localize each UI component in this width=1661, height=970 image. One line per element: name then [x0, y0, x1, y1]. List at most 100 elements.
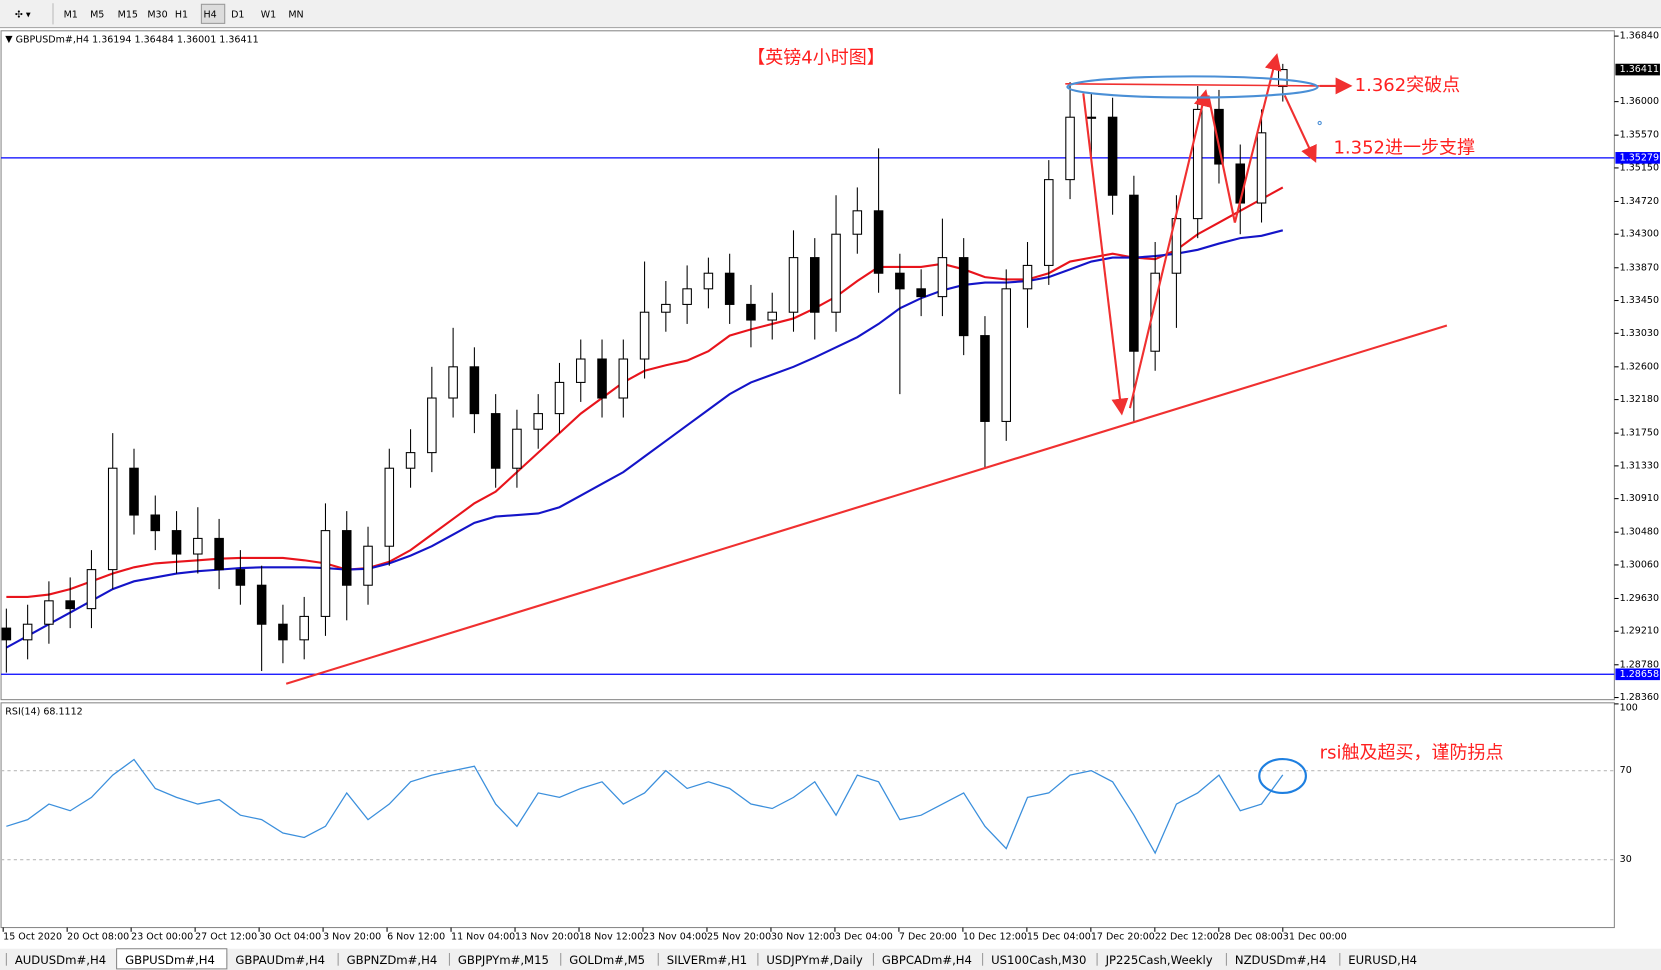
candle-body	[809, 257, 820, 313]
candle-body	[639, 311, 650, 360]
toolbar	[0, 0, 1661, 28]
y-tick-label: 1.36000	[1620, 96, 1659, 107]
x-tick-label: 27 Oct 12:00	[195, 932, 257, 943]
candle-body	[65, 600, 75, 610]
x-tick-label: 13 Nov 20:00	[515, 932, 579, 943]
candle-body	[980, 335, 990, 422]
tab[interactable]: EURUSD,H4	[1348, 953, 1417, 967]
candle-body	[320, 530, 331, 617]
timeframe-buttons: M1 M5 M15 M30 H1 H4 D1 W1 MN	[64, 3, 304, 24]
annotation: 1.352进一步支撑	[1333, 137, 1475, 158]
candle-body	[1129, 194, 1139, 352]
candle-body	[256, 584, 267, 625]
arrow	[1207, 95, 1236, 223]
candle-body	[1278, 69, 1288, 88]
candle-body	[937, 257, 948, 298]
timeframe-button[interactable]: H1	[175, 9, 188, 20]
annotation: rsi触及超买，谨防拐点	[1320, 743, 1504, 764]
y-tick-label: 1.33450	[1620, 295, 1659, 306]
candle-body	[1171, 218, 1182, 274]
timeframe-button[interactable]: W1	[261, 9, 276, 20]
y-tick-label: 1.28360	[1620, 692, 1659, 703]
highlight-ellipse	[1258, 757, 1307, 794]
tab[interactable]: GBPNZDm#,H4	[347, 953, 438, 967]
candle-body	[363, 545, 373, 586]
candle-body	[214, 537, 224, 571]
candle-body	[384, 467, 395, 547]
x-tick-label: 3 Dec 04:00	[835, 932, 893, 943]
candle-body	[235, 569, 246, 586]
candle-body	[490, 413, 501, 469]
candle-body	[44, 600, 54, 625]
timeframe-button[interactable]: M5	[90, 9, 104, 20]
candle-body	[107, 467, 118, 571]
tab[interactable]: JP225Cash,Weekly	[1105, 953, 1213, 967]
symbol: GBPUSDm#,H4	[16, 34, 89, 45]
candle-body	[1, 627, 12, 641]
indicator: RSI(14)	[5, 706, 40, 717]
close: 1.36411	[219, 34, 258, 45]
y-tick-label: 100	[1620, 703, 1638, 714]
candle-body	[852, 210, 863, 235]
high: 1.36484	[135, 34, 174, 45]
y-tick-label: 1.29630	[1620, 593, 1659, 604]
x-tick-label: 7 Dec 20:00	[899, 932, 957, 943]
level-label: 1.35279	[1620, 152, 1659, 163]
timeframe-button[interactable]: M30	[147, 9, 167, 20]
arrow	[1233, 53, 1282, 223]
candle-body	[299, 615, 309, 641]
rsi-panel	[0, 702, 1615, 929]
low: 1.36001	[177, 34, 216, 45]
y-tick-label: 1.29210	[1620, 626, 1659, 637]
candle-body	[150, 514, 161, 532]
candle-body	[171, 530, 182, 555]
candle-body	[1044, 179, 1054, 266]
tab[interactable]: US100Cash,M30	[991, 953, 1086, 967]
tab[interactable]: NZDUSDm#,H4	[1235, 953, 1326, 967]
tab[interactable]: GBPCADm#,H4	[882, 953, 972, 967]
candle-body	[533, 413, 543, 430]
y-tick-label: 1.35150	[1620, 162, 1659, 173]
candle-body	[1001, 288, 1012, 422]
x-tick-label: 6 Nov 12:00	[387, 932, 445, 943]
candle-body	[1256, 132, 1267, 204]
tab[interactable]: GOLDm#,M5	[569, 953, 645, 967]
tab[interactable]: GBPAUDm#,H4	[235, 953, 325, 967]
arrow	[1082, 93, 1129, 416]
candle-body	[1086, 116, 1097, 119]
tab[interactable]: AUDUSDm#,H4	[15, 953, 106, 967]
x-tick-label: 23 Nov 04:00	[643, 932, 707, 943]
tab[interactable]: SILVERm#,H1	[667, 953, 747, 967]
y-tick-label: 1.30910	[1620, 493, 1659, 504]
button-pressed	[200, 3, 226, 24]
tab[interactable]: GBPUSDm#,H4	[125, 953, 215, 967]
candle-body	[427, 397, 437, 454]
timeframe-button[interactable]: M1	[64, 9, 78, 20]
x-tick-label: 28 Dec 08:00	[1219, 932, 1283, 943]
timeframe-button[interactable]: H4	[204, 9, 217, 20]
timeframe-button[interactable]: MN	[288, 9, 303, 20]
x-tick-label: 23 Oct 00:00	[131, 932, 193, 943]
highlight-ellipse	[1066, 75, 1319, 99]
tab[interactable]: USDJPYm#,Daily	[766, 953, 863, 967]
y-tick-label: 1.31750	[1620, 428, 1659, 439]
rsi-value: 68.1112	[43, 706, 82, 717]
y-tick-label: 1.35570	[1620, 130, 1659, 141]
toolbar-icon[interactable]: ✣ ▾	[15, 9, 31, 20]
open: 1.36194	[92, 34, 131, 45]
level-label-box	[1615, 668, 1660, 681]
timeframe-button[interactable]: D1	[231, 9, 244, 20]
candle-body	[512, 428, 522, 469]
candle-body	[575, 358, 586, 383]
timeframe-button[interactable]: M15	[118, 9, 138, 20]
tab-bar	[0, 948, 1661, 970]
chart-data-layer	[1, 63, 1288, 855]
tab[interactable]: GBPJPYm#,M15	[458, 953, 549, 967]
x-tick-label: 31 Dec 00:00	[1283, 932, 1347, 943]
y-tick-label: 1.28780	[1620, 659, 1659, 670]
price-label-box	[1615, 63, 1660, 76]
x-tick-label: 30 Oct 04:00	[259, 932, 321, 943]
y-tick-label: 1.34300	[1620, 229, 1659, 240]
y-tick-label: 1.33870	[1620, 262, 1659, 273]
